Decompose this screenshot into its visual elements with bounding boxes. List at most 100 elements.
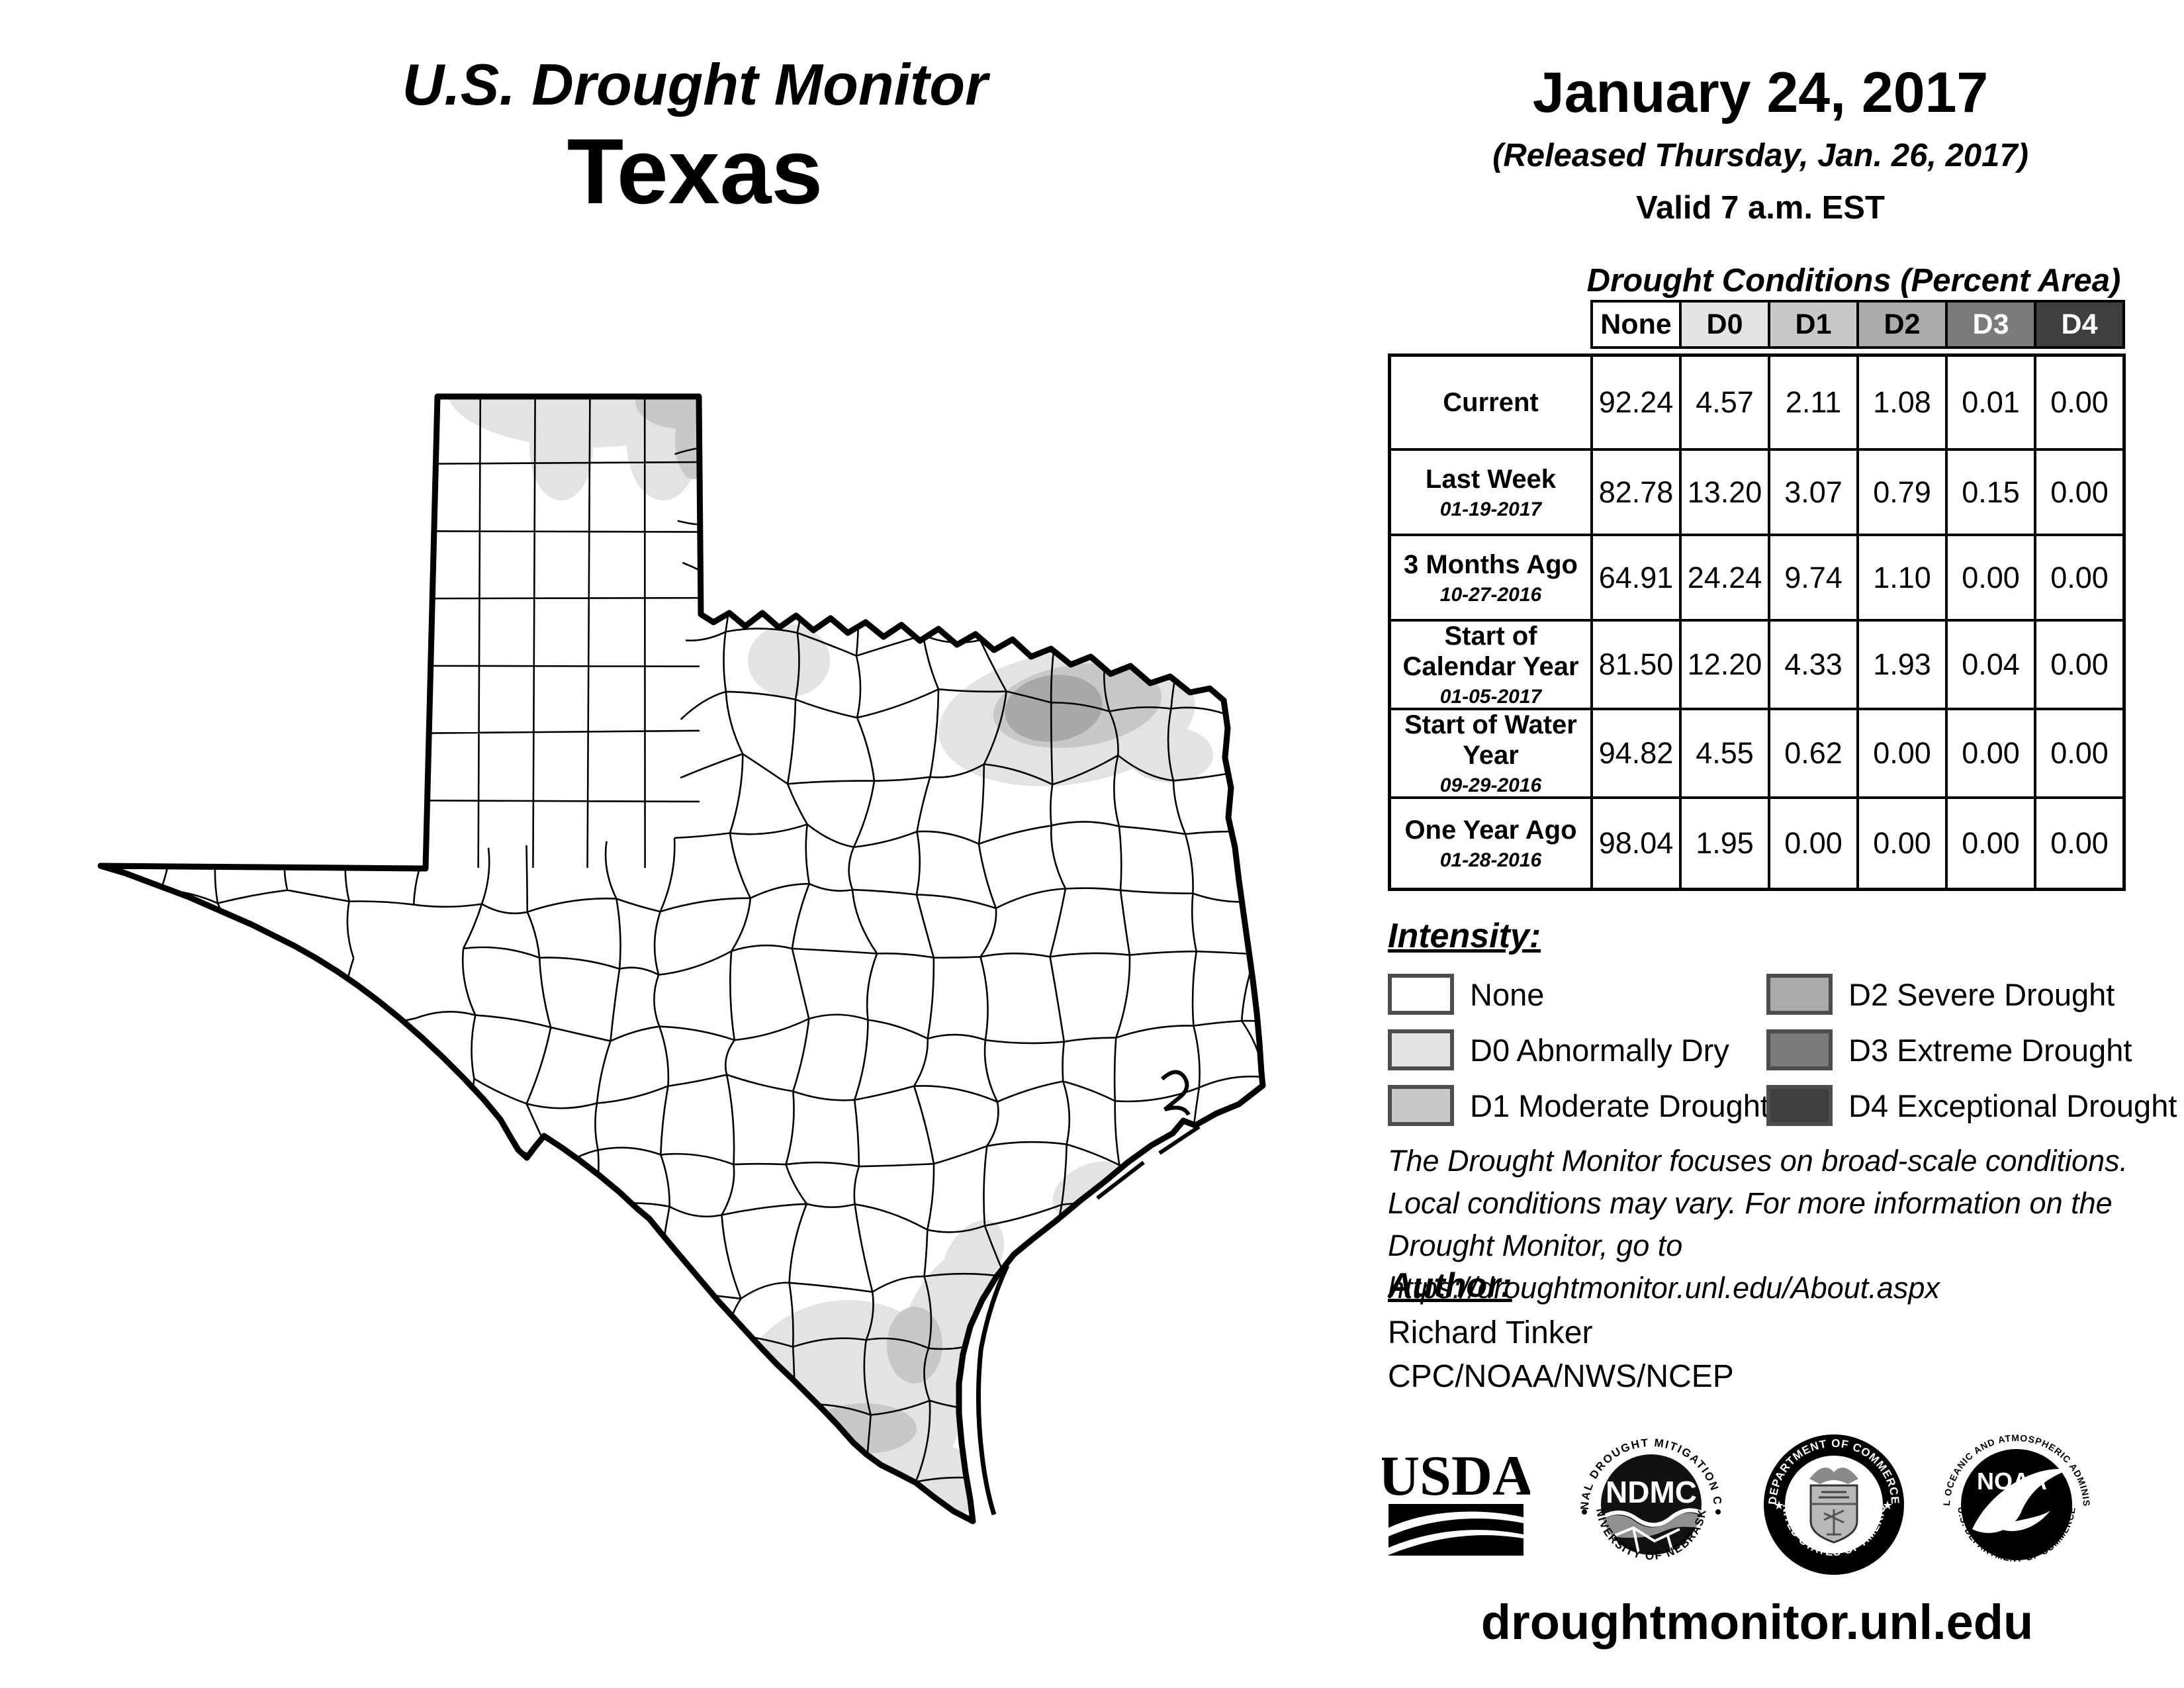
table-value: 92.24: [1593, 357, 1679, 448]
table-value: 98.04: [1593, 799, 1679, 888]
column-header-none: None: [1593, 303, 1679, 346]
table-row-label: Start of Water Year 09-29-2016: [1391, 710, 1590, 796]
table-value: 82.78: [1593, 451, 1679, 534]
map-title-block: U.S. Drought Monitor Texas: [251, 52, 1138, 221]
author-organization: CPC/NOAA/NWS/NCEP: [1388, 1359, 1734, 1394]
table-value: 0.00: [2036, 357, 2122, 448]
table-value: 81.50: [1593, 622, 1679, 708]
table-value: 1.08: [1859, 357, 1945, 448]
region-title: Texas: [567, 119, 823, 223]
state-fill: [101, 397, 1263, 1521]
column-header-d2: D2: [1859, 303, 1945, 346]
doc-eagle: [1809, 1467, 1858, 1484]
valid-time: Valid 7 a.m. EST: [1636, 190, 1885, 226]
table-value: 1.95: [1682, 799, 1768, 888]
table-value: 94.82: [1593, 710, 1679, 796]
table-value: 1.93: [1859, 622, 1945, 708]
table-value: 4.57: [1682, 357, 1768, 448]
barrier-island-galveston: [1096, 1125, 1201, 1200]
author-heading: Author:: [1388, 1266, 1512, 1305]
map-date: January 24, 2017: [1532, 61, 1989, 124]
table-value: 0.79: [1859, 451, 1945, 534]
legend-heading: Intensity:: [1388, 917, 1541, 955]
column-header-d3: D3: [1948, 303, 2034, 346]
legend-swatch: [1766, 1085, 1833, 1126]
table-value: 0.01: [1948, 357, 2034, 448]
table-value: 0.00: [1770, 799, 1856, 888]
d2-drought-areas: [1005, 675, 1103, 742]
legend-label: None: [1470, 976, 1545, 1012]
state-outline: [97, 393, 1266, 1524]
legend-item-d4: D4 Exceptional Drought: [1766, 1085, 2177, 1126]
table-value: 4.55: [1682, 710, 1768, 796]
noaa-text: NOAA: [1977, 1468, 2047, 1495]
table-value: 3.07: [1770, 451, 1856, 534]
legend-swatch: [1388, 1029, 1454, 1070]
footer-url: droughtmonitor.unl.edu: [1480, 1595, 2034, 1650]
table-value: 4.33: [1770, 622, 1856, 708]
ndmc-logo: NDMC NATIONAL DROUGHT MITIGATION CENTER …: [1570, 1423, 1723, 1562]
table-value: 0.62: [1770, 710, 1856, 796]
release-date: (Released Thursday, Jan. 26, 2017): [1492, 138, 2028, 173]
table-value: 9.74: [1770, 536, 1856, 619]
doc-star-right: ★: [1882, 1499, 1893, 1512]
galveston-bay: [1160, 1070, 1191, 1116]
table-value: 64.91: [1593, 536, 1679, 619]
commerce-seal-logo: DEPARTMENT OF COMMERCE UNITED STATES OF …: [1752, 1423, 1904, 1575]
column-header-d1: D1: [1770, 303, 1856, 346]
table-row-label: 3 Months Ago 10-27-2016: [1391, 536, 1590, 619]
noaa-gull-body: [1997, 1511, 2050, 1531]
legend-label: D2 Severe Drought: [1848, 976, 2115, 1012]
table-row-label: One Year Ago 01-28-2016: [1391, 799, 1590, 888]
noaa-gull: [1972, 1469, 2069, 1533]
table-value: 0.00: [2036, 710, 2122, 796]
legend-item-d3: D3 Extreme Drought: [1766, 1029, 2177, 1070]
table-value: 0.00: [1859, 799, 1945, 888]
svg-text:USDA: USDA: [1382, 1451, 1530, 1507]
ndmc-text: NDMC: [1606, 1475, 1697, 1509]
legend-label: D1 Moderate Drought: [1470, 1088, 1769, 1123]
legend-swatch: [1388, 974, 1454, 1015]
legend-label: D3 Extreme Drought: [1848, 1032, 2132, 1068]
table-value: 13.20: [1682, 451, 1768, 534]
table-value: 1.10: [1859, 536, 1945, 619]
legend-swatch: [1388, 1085, 1454, 1126]
intensity-legend: None D0 Abnormally Dry D1 Moderate Drought…: [1388, 966, 2177, 1133]
author-name: Richard Tinker: [1388, 1315, 1593, 1350]
legend-swatch: [1766, 974, 1833, 1015]
table-value: 0.15: [1948, 451, 2034, 534]
table-value: 0.00: [2036, 451, 2122, 534]
table-value: 0.00: [2036, 622, 2122, 708]
legend-label: D4 Exceptional Drought: [1848, 1088, 2177, 1123]
legend-item-none: None: [1388, 974, 1766, 1015]
report-title: U.S. Drought Monitor: [402, 52, 988, 117]
table-row-label: Start of Calendar Year 01-05-2017: [1391, 622, 1590, 708]
table-title: Drought Conditions (Percent Area): [1586, 263, 2121, 299]
table-value: 0.00: [1948, 536, 2034, 619]
table-row-label: Last Week 01-19-2017: [1391, 451, 1590, 534]
barrier-island-padre: [976, 1264, 1010, 1516]
legend-item-d2: D2 Severe Drought: [1766, 974, 2177, 1015]
legend-label: D0 Abnormally Dry: [1470, 1032, 1729, 1068]
table-value: 0.00: [2036, 799, 2122, 888]
disclaimer-line: The Drought Monitor focuses on broad-sca…: [1388, 1144, 2128, 1178]
legend-item-d1: D1 Moderate Drought: [1388, 1085, 1769, 1126]
texas-drought-map: [97, 393, 1266, 1524]
table-value: 0.00: [1948, 710, 2034, 796]
disclaimer-text: The Drought Monitor focuses on broad-sca…: [1388, 1140, 2184, 1309]
disclaimer-line: Drought Monitor, go to https://droughtmo…: [1388, 1229, 1940, 1305]
usda-logo: USDA: [1382, 1451, 1530, 1556]
noaa-logo: NOAA NATIONAL OCEANIC AND ATMOSPHERIC AD…: [1934, 1423, 2091, 1564]
table-value: 0.00: [1859, 710, 1945, 796]
column-header-d0: D0: [1682, 303, 1768, 346]
table-row-label: Current: [1391, 357, 1590, 448]
legend-swatch: [1766, 1029, 1833, 1070]
table-value: 2.11: [1770, 357, 1856, 448]
drought-table-body: Current 92.24 4.57 2.11 1.08 0.01 0.00 Last Wee…: [1388, 353, 2126, 891]
date-block: January 24, 2017 (Released Thursday, Jan…: [1390, 61, 2131, 228]
table-value: 0.04: [1948, 622, 2034, 708]
legend-item-d0: D0 Abnormally Dry: [1388, 1029, 1766, 1070]
table-value: 12.20: [1682, 622, 1768, 708]
drought-table-header: None D0 D1 D2 D3 D4: [1590, 300, 2125, 349]
table-value: 24.24: [1682, 536, 1768, 619]
